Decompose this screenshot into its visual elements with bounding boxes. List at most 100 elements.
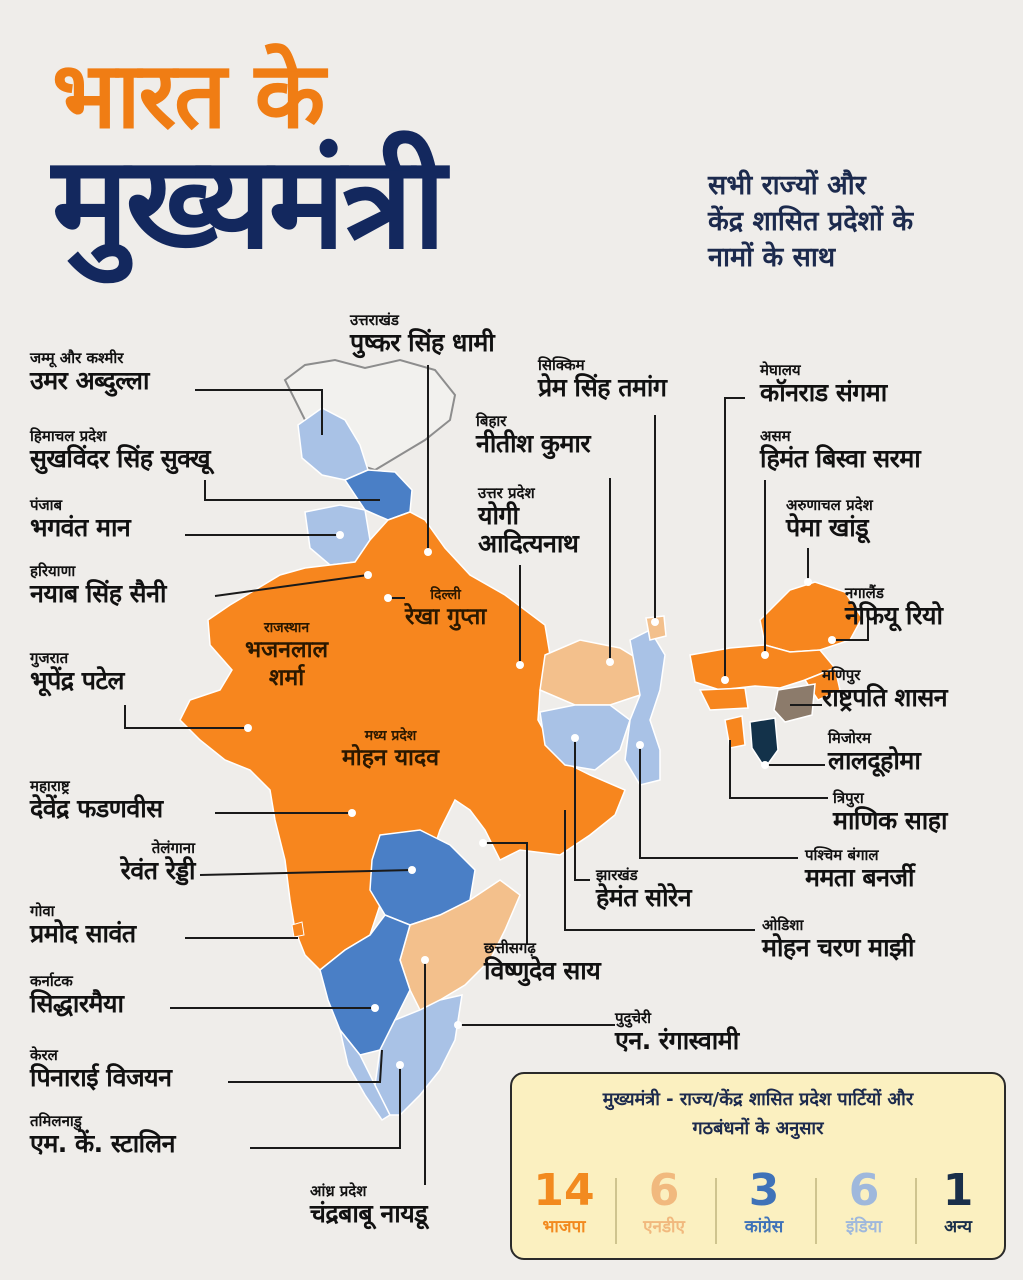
dot-dl (384, 594, 392, 602)
state-name: हरियाणा (30, 562, 76, 580)
dot-sk (651, 618, 659, 626)
cm-name: देवेंद्र फडणवीस (30, 793, 163, 823)
leader-line-kl (228, 1049, 383, 1083)
state-name: तेलंगाना (151, 839, 195, 857)
label-ka: कर्नाटक सिद्धारमैया (30, 973, 124, 1018)
dot-mz (761, 761, 769, 769)
region-mainland (179, 511, 626, 972)
cm-name: पेमा खांडू (786, 512, 869, 542)
label-sk: सिक्किम प्रेम सिंह तमांग (538, 357, 667, 402)
state-name: उत्तराखंड (350, 311, 399, 329)
region-kl (339, 1029, 391, 1122)
label-mh: महाराष्ट्र देवेंद्र फडणवीस (30, 778, 163, 823)
state-name: मध्य प्रदेश (364, 728, 417, 744)
label-dl: दिल्ली रेखा गुप्ता (405, 585, 486, 632)
label-wb: पश्चिम बंगाल ममता बनर्जी (805, 846, 915, 892)
label-hr: हरियाणा नयाब सिंह सैनी (30, 563, 166, 608)
cm-name: एन. रंगास्वामी (615, 1025, 739, 1055)
leader-line-jh (574, 738, 590, 881)
label-ga: गोवा प्रमोद सावंत (30, 903, 136, 948)
state-name: महाराष्ट्र (30, 777, 70, 795)
state-name: छत्तीसगढ़ (484, 939, 536, 957)
dot-py (454, 1021, 462, 1029)
cm-name: योगी (478, 500, 519, 530)
region-hp (343, 469, 413, 521)
cm-name: हेमंत सोरेन (596, 882, 692, 912)
label-tn: तमिलनाडु एम. कें. स्टालिन (30, 1113, 175, 1158)
leader-dots (244, 531, 836, 1069)
legend-title-line: गठबंधनों के अनुसार (692, 1117, 824, 1139)
cm-name: विष्णुदेव साय (484, 955, 601, 985)
legend-count: 6 (848, 1165, 880, 1216)
cm-name: कॉनराड संगमा (760, 377, 887, 407)
legend-title-line: मुख्यमंत्री - राज्य/केंद्र शासित प्रदेश … (602, 1089, 914, 1110)
leader-line-jk (195, 389, 323, 435)
state-name: त्रिपुरा (833, 789, 864, 807)
legend-divider (715, 1178, 717, 1244)
leader-line-wb (639, 745, 798, 859)
cm-name: प्रेम सिंह तमांग (538, 372, 667, 402)
state-name: नगालैंड (845, 584, 884, 602)
cm-name: भगवंत मान (30, 512, 131, 542)
cm-name: शर्मा (268, 664, 305, 691)
cm-name: हिमंत बिस्वा सरमा (760, 443, 921, 473)
label-jh: झारखंड हेमंत सोरेन (596, 867, 692, 912)
dot-tg (408, 866, 416, 874)
state-name: केरल (30, 1046, 58, 1064)
cm-name: सिद्धारमैया (30, 988, 124, 1018)
state-name: असम (760, 427, 791, 445)
cm-name: पिनाराई विजयन (30, 1062, 172, 1092)
legend-item-bjp: 14 भाजपा (516, 1165, 612, 1237)
cm-name: मोहन यादव (342, 745, 439, 771)
leader-line-gj (124, 705, 248, 729)
cm-name: राष्ट्रपति शासन (822, 682, 948, 712)
subtitle-line: केंद्र शासित प्रदेशों के (708, 205, 914, 237)
cm-name: लालदूहोमा (828, 745, 921, 775)
region-wb (624, 629, 666, 786)
label-mn: मणिपुर राष्ट्रपति शासन (822, 666, 948, 712)
legend-item-nda: 6 एनडीए (616, 1165, 712, 1237)
leader-line-ml (724, 397, 745, 680)
leader-line-tn (250, 1065, 401, 1149)
label-jk: जम्मू और कश्मीर उमर अब्दुल्ला (30, 350, 149, 395)
dot-cg (479, 839, 487, 847)
region-ml (698, 687, 749, 711)
state-name: तमिलनाडु (30, 1112, 82, 1130)
label-as: असम हिमंत बिस्वा सरमा (760, 427, 921, 473)
legend-divider (915, 1178, 917, 1244)
legend-party: कांग्रेस (744, 1217, 784, 1238)
leader-line-tg (199, 869, 413, 876)
state-name: आंध्र प्रदेश (310, 1182, 367, 1200)
label-uk: उत्तराखंड पुष्कर सिंह धामी (350, 311, 495, 357)
label-gj: गुजरात भूपेंद्र पटेल (30, 649, 125, 695)
region-tn (374, 994, 463, 1116)
dot-gj (244, 724, 252, 732)
cm-name: भजनलाल (245, 637, 329, 663)
leader-line-tr (729, 740, 828, 799)
state-name: हिमाचल प्रदेश (30, 427, 107, 445)
label-ap: आंध्र प्रदेश चंद्रबाबू नायडू (310, 1182, 428, 1228)
label-hp: हिमाचल प्रदेश सुखविंदर सिंह सुक्खू (30, 427, 211, 473)
label-ar: अरुणाचल प्रदेश पेमा खांडू (786, 497, 873, 542)
state-name: मणिपुर (822, 666, 861, 684)
region-tr (724, 715, 746, 749)
region-ga (291, 921, 305, 938)
legend-count: 6 (648, 1165, 680, 1216)
dot-ml (721, 676, 729, 684)
cm-name: भूपेंद्र पटेल (30, 665, 125, 695)
dot-up (516, 661, 524, 669)
leader-line-od (564, 810, 755, 931)
state-name: राजस्थान (263, 620, 310, 636)
dot-ka (371, 1004, 379, 1012)
dot-tn (396, 1061, 404, 1069)
label-nl: नगालैंड नेफियू रियो (845, 585, 943, 630)
state-name: अरुणाचल प्रदेश (786, 496, 873, 514)
party-legend: मुख्यमंत्री - राज्य/केंद्र शासित प्रदेश … (510, 1072, 1006, 1260)
state-name: पश्चिम बंगाल (805, 846, 879, 864)
legend-count: 14 (533, 1165, 595, 1216)
state-name: बिहार (476, 412, 507, 430)
leader-lines (124, 365, 869, 1185)
state-name: गुजरात (30, 649, 69, 667)
dot-hr (364, 571, 372, 579)
subtitle: सभी राज्यों और केंद्र शासित प्रदेशों के … (708, 168, 1008, 276)
